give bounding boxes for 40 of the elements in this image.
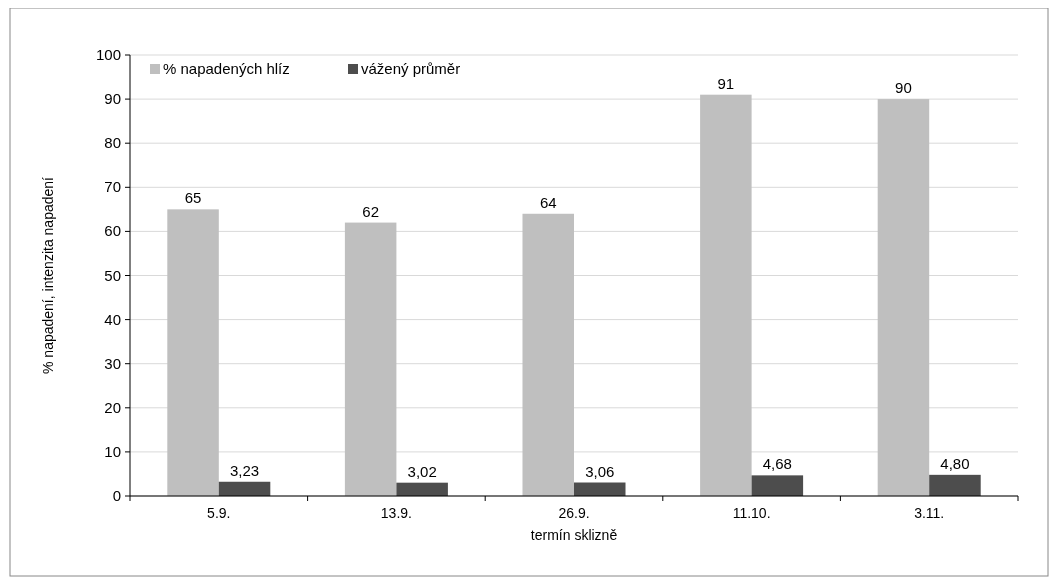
bar xyxy=(167,209,219,496)
y-tick-label: 100 xyxy=(95,46,121,63)
bar xyxy=(877,99,930,496)
bar xyxy=(751,475,804,496)
data-label: 62 xyxy=(362,202,379,220)
bar xyxy=(929,474,981,496)
legend-label: % napadených hlíz xyxy=(163,60,290,77)
y-tick-label: 90 xyxy=(104,90,121,108)
data-label: 4,80 xyxy=(940,454,970,472)
y-tick-label: 40 xyxy=(104,310,121,328)
y-tick-label: 50 xyxy=(104,266,121,284)
y-tick-label: 30 xyxy=(104,354,121,372)
data-label: 90 xyxy=(895,79,912,97)
bar xyxy=(218,481,271,496)
data-label: 3,02 xyxy=(407,462,437,480)
y-tick-label: 10 xyxy=(104,442,121,460)
y-tick-label: 60 xyxy=(104,222,121,240)
bar xyxy=(396,482,448,496)
bar xyxy=(700,94,752,496)
y-tick-label: 20 xyxy=(104,398,121,416)
y-tick-label: 0 xyxy=(112,487,121,504)
data-label: 91 xyxy=(717,74,735,92)
x-tick-label: 5.9. xyxy=(207,505,231,521)
bar xyxy=(522,213,574,496)
legend-label: vážený průměr xyxy=(361,60,461,77)
data-label: 64 xyxy=(539,193,557,211)
bar xyxy=(344,222,397,496)
data-label: 3,06 xyxy=(585,462,615,480)
x-tick-label: 11.10. xyxy=(732,505,771,521)
data-label: 4,68 xyxy=(762,455,792,473)
y-tick-label: 80 xyxy=(104,134,121,152)
x-tick-label: 3.11. xyxy=(914,505,945,521)
data-label: 65 xyxy=(184,189,202,207)
x-tick-label: 26.9. xyxy=(558,505,590,521)
y-tick-label: 70 xyxy=(104,178,121,196)
x-axis-title: termín sklizně xyxy=(530,527,618,543)
y-axis-title: % napadení, intenzita napadení xyxy=(40,176,56,374)
x-tick-label: 13.9. xyxy=(380,505,412,521)
bar xyxy=(574,482,626,496)
data-label: 3,23 xyxy=(229,461,260,479)
